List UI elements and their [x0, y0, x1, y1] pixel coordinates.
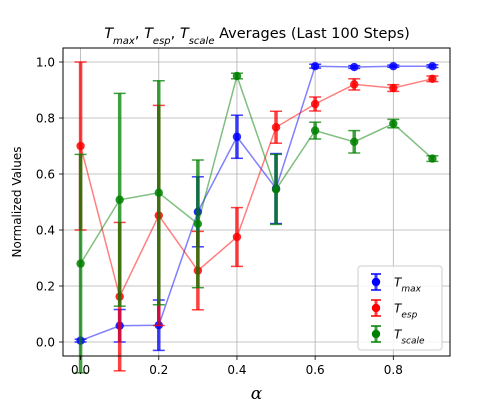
data-point — [232, 232, 242, 242]
y-tick-label: 1.0 — [36, 56, 55, 70]
y-tick-label: 0.8 — [36, 112, 55, 126]
data-point — [350, 137, 359, 146]
title-part: , — [171, 26, 180, 42]
y-axis-label: Normalized Values — [10, 146, 24, 257]
chart-title: Tmax, Tesp, Tscale Averages (Last 100 St… — [104, 26, 410, 47]
title-part: Averages (Last 100 Steps) — [215, 26, 410, 42]
y-tick-label: 0.4 — [36, 224, 55, 238]
title-part: T — [180, 26, 190, 42]
title-part: , — [135, 26, 144, 42]
title-subscript: max — [113, 36, 135, 47]
data-point — [428, 74, 437, 84]
legend-label: Tmax — [394, 276, 422, 295]
legend-marker — [371, 329, 381, 339]
y-tick-label: 0.2 — [36, 280, 55, 294]
y-tick-label: 0.6 — [36, 168, 55, 182]
legend-marker — [371, 303, 381, 313]
data-point — [389, 119, 398, 128]
data-point — [310, 99, 320, 109]
x-tick-label: 0.0 — [71, 363, 90, 377]
data-point — [389, 61, 398, 71]
data-point — [350, 80, 359, 89]
legend-label-sub: scale — [401, 337, 425, 347]
x-tick-label: 0.2 — [149, 363, 168, 377]
data-point — [428, 61, 437, 71]
legend-label: Tscale — [394, 328, 425, 347]
y-tick-label: 0.0 — [36, 336, 55, 350]
data-point — [232, 71, 242, 81]
legend-label: Tesp — [394, 302, 418, 321]
plot-area — [74, 61, 439, 374]
series-line-max — [80, 65, 433, 342]
legend-marker — [371, 277, 381, 287]
data-point — [310, 126, 320, 135]
data-point — [350, 62, 359, 72]
legend-label-main: T — [394, 276, 403, 290]
series-line-esp — [79, 78, 433, 299]
series-scale — [74, 71, 439, 374]
plot-frame — [62, 47, 451, 357]
series-line-scale — [79, 73, 433, 264]
data-point — [115, 195, 124, 204]
title-subscript: esp — [153, 36, 171, 47]
data-point — [271, 123, 281, 132]
title-part: T — [144, 26, 154, 42]
x-tick-label: 0.4 — [227, 363, 246, 377]
data-point — [232, 132, 242, 141]
axes-ticks: 0.0 0.2 0.4 0.6 0.8 0.0 0.2 0.4 0.6 0.8 1.0 — [36, 56, 403, 378]
data-point — [271, 185, 281, 194]
legend-box — [357, 265, 443, 351]
legend-label-sub: esp — [401, 311, 417, 321]
data-point — [310, 61, 320, 71]
data-point — [193, 219, 203, 229]
title-part: T — [104, 26, 114, 42]
data-point — [76, 141, 85, 151]
x-tick-label: 0.6 — [306, 363, 325, 377]
legend-label-main: T — [394, 302, 403, 316]
data-point — [154, 188, 163, 197]
legend-label-sub: max — [401, 285, 421, 295]
data-point — [76, 259, 85, 268]
x-axis-label: α — [251, 384, 263, 400]
legend-label-main: T — [394, 328, 403, 342]
x-tick-label: 0.8 — [384, 363, 403, 377]
title-subscript: scale — [189, 36, 215, 47]
data-point — [428, 154, 437, 163]
data-point — [389, 83, 398, 93]
